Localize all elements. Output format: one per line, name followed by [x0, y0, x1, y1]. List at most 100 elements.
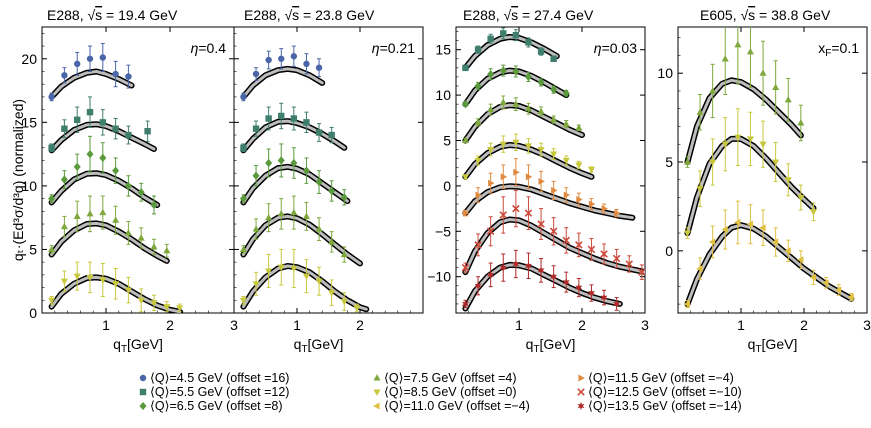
- data-point: [290, 115, 298, 122]
- data-point: [537, 78, 545, 87]
- data-point: [86, 210, 94, 217]
- data-point: [587, 166, 595, 174]
- data-point: [474, 241, 482, 249]
- data-point: [500, 173, 508, 181]
- data-point: [86, 55, 94, 62]
- data-point: [277, 156, 285, 165]
- data-point: [290, 158, 298, 168]
- data-point: [474, 118, 482, 125]
- data-point: [340, 250, 348, 258]
- legend-marker: [577, 388, 585, 396]
- data-point: [277, 264, 285, 272]
- data-point: [73, 212, 81, 219]
- data-point: [86, 149, 94, 159]
- data-point: [772, 83, 780, 90]
- panel-title-energy: = 38.8 GeV: [755, 7, 831, 23]
- data-point: [696, 108, 704, 115]
- legend-item-q45: ⟨Q⟩=4.5 GeV (offset =16): [139, 371, 289, 385]
- data-point: [340, 299, 348, 306]
- data-point: [290, 265, 298, 273]
- data-point: [461, 263, 470, 272]
- data-point: [550, 115, 558, 123]
- panel-title-energy: = 19.4 GeV: [102, 7, 178, 23]
- data-point: [587, 245, 596, 254]
- data-point: [550, 55, 557, 62]
- panel-title-energy: = 27.4 GeV: [518, 7, 594, 23]
- theory-band-outline: [240, 263, 370, 313]
- panel-4: E605, √s = 38.8 GeV xF=0.1 0 5 10 1 2 3 qT[GeV]: [657, 7, 871, 355]
- data-point: [721, 141, 729, 149]
- data-point: [265, 115, 272, 122]
- data-point: [278, 55, 285, 62]
- data-point: [746, 48, 754, 55]
- data-point: [112, 281, 120, 288]
- data-point: [771, 238, 779, 246]
- data-point: [112, 70, 119, 78]
- series-q45: [240, 45, 323, 102]
- series-q85: [48, 261, 184, 313]
- data-point: [550, 85, 558, 94]
- theory-band-fill: [241, 165, 349, 204]
- legend: ⟨Q⟩=4.5 GeV (offset =16)⟨Q⟩=5.5 GeV (off…: [139, 371, 742, 413]
- theory-band-fill: [50, 221, 169, 263]
- data-point: [239, 194, 247, 203]
- data-point: [328, 237, 336, 245]
- data-point: [60, 175, 68, 184]
- panel-annotation: xF=0.1: [818, 40, 859, 59]
- data-point: [524, 104, 532, 112]
- data-point: [239, 245, 247, 253]
- legend-marker: [373, 374, 381, 381]
- data-point: [74, 116, 81, 123]
- data-point: [613, 299, 621, 308]
- series-q75: [48, 195, 171, 258]
- data-point: [538, 177, 545, 185]
- data-point: [265, 158, 273, 168]
- data-point: [499, 98, 507, 105]
- data-point: [759, 141, 767, 149]
- data-point: [99, 119, 106, 126]
- panel-title: E605, √s = 38.8 GeV: [700, 7, 831, 23]
- x-axis-label: qT[GeV]: [526, 336, 576, 355]
- data-point: [784, 177, 792, 184]
- legend-label: ⟨Q⟩=5.5 GeV (offset =12): [150, 385, 289, 399]
- data-point: [48, 93, 55, 101]
- y-tick-label: 10: [657, 65, 673, 81]
- s-letter: s: [748, 7, 755, 23]
- data-point: [512, 100, 520, 107]
- x-axis-label: qT[GeV]: [748, 336, 798, 355]
- sqrt-symbol: √: [503, 7, 511, 23]
- plot-frame: [41, 26, 235, 314]
- legend-item-q85: ⟨Q⟩=8.5 GeV (offset =0): [373, 385, 517, 399]
- data-point: [328, 290, 336, 297]
- data-point: [462, 64, 469, 72]
- data-point: [822, 279, 829, 287]
- data-point: [562, 157, 570, 165]
- data-point: [60, 222, 68, 230]
- data-point: [462, 209, 470, 217]
- data-point: [278, 112, 285, 120]
- data-point: [137, 188, 145, 197]
- data-point: [252, 125, 260, 132]
- data-point: [499, 66, 507, 75]
- y-tick-label: −5: [435, 223, 451, 239]
- data-point: [512, 259, 520, 268]
- data-point: [73, 273, 81, 280]
- theory-band-fill: [241, 264, 368, 311]
- theory-band-fill: [686, 78, 803, 164]
- data-point: [834, 286, 842, 294]
- data-point: [48, 144, 55, 151]
- series-q85: [461, 133, 595, 181]
- theory-band-fill: [241, 214, 362, 265]
- data-point: [475, 191, 482, 199]
- theory-band-fill: [463, 103, 584, 142]
- data-point: [575, 283, 583, 292]
- x-tick-label: 3: [641, 317, 649, 333]
- series-q55: [240, 102, 335, 153]
- x-axis-label: qT[GeV]: [113, 336, 163, 355]
- x-tick-label: 3: [230, 317, 238, 333]
- data-point: [112, 216, 120, 223]
- x-tick-label: 2: [578, 317, 586, 333]
- panel-2: E288, √s = 23.8 GeV η=0.21 1 2 qT[GeV]: [233, 7, 424, 355]
